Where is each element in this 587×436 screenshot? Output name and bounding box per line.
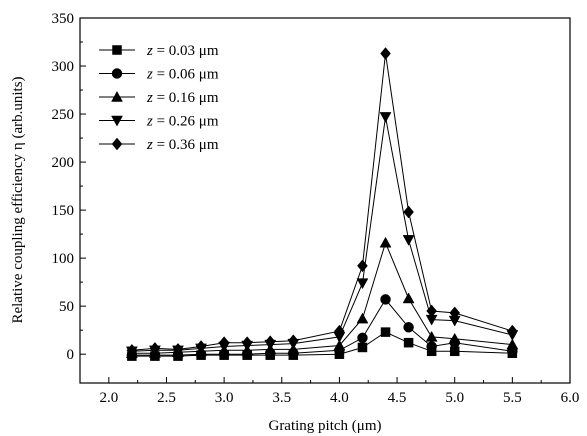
y-tick-label: 50 — [59, 299, 74, 315]
data-point-series-5 — [334, 324, 345, 338]
data-point-series-5 — [287, 334, 299, 348]
legend-marker — [112, 45, 122, 55]
data-point-series-3 — [402, 292, 415, 304]
x-tick-label: 4.0 — [330, 390, 349, 406]
data-point-series-1 — [403, 337, 414, 348]
data-point-series-1 — [357, 342, 368, 353]
series-markers — [125, 47, 519, 361]
data-point-series-5 — [149, 342, 161, 355]
legend-label: z = 0.03 μm — [146, 43, 219, 59]
legend-marker — [111, 137, 123, 151]
y-tick-label: 350 — [52, 11, 75, 27]
data-point-series-5 — [380, 47, 391, 60]
data-point-series-1 — [380, 327, 391, 337]
data-point-series-3 — [379, 236, 392, 248]
data-point-series-5 — [357, 259, 368, 273]
y-tick-label: 100 — [52, 251, 75, 267]
x-tick-label: 3.0 — [215, 390, 234, 406]
y-tick-label: 250 — [52, 107, 75, 123]
legend-marker — [111, 90, 123, 102]
data-point-series-5 — [126, 343, 138, 357]
data-point-series-3 — [448, 332, 461, 344]
data-point-series-4 — [379, 112, 392, 123]
data-point-series-3 — [333, 339, 346, 351]
y-tick-label: 200 — [52, 155, 75, 171]
x-tick-label: 2.0 — [99, 390, 118, 406]
data-point-series-3 — [356, 312, 369, 324]
data-point-series-5 — [426, 304, 437, 318]
legend-marker — [111, 68, 123, 79]
legend-label: z = 0.16 μm — [146, 90, 219, 106]
x-tick-label: 4.5 — [388, 390, 407, 406]
data-point-series-1 — [449, 346, 460, 357]
x-tick-label: 3.5 — [272, 390, 291, 406]
legend-label: z = 0.26 μm — [146, 114, 219, 130]
y-tick-label: 0 — [67, 347, 75, 363]
x-tick-label: 6.0 — [561, 390, 580, 406]
data-point-series-2 — [426, 341, 437, 352]
data-point-series-5 — [241, 336, 253, 350]
data-point-series-3 — [506, 338, 519, 350]
data-point-series-5 — [403, 205, 414, 219]
y-axis-label: Relative coupling efficiency η (arb.unit… — [10, 76, 26, 323]
data-point-series-5 — [264, 335, 276, 349]
plot-frame — [79, 17, 571, 384]
data-point-series-5 — [449, 306, 461, 320]
y-tick-label: 300 — [52, 59, 75, 75]
data-point-series-5 — [172, 342, 184, 356]
legend-marker — [111, 115, 123, 127]
data-point-series-4 — [402, 235, 415, 246]
legend-label: z = 0.36 μm — [146, 137, 219, 153]
data-point-series-2 — [357, 332, 368, 344]
x-axis-label: Grating pitch (μm) — [268, 418, 381, 434]
data-point-series-4 — [356, 278, 369, 290]
data-point-series-5 — [218, 336, 230, 350]
data-point-series-5 — [195, 340, 207, 353]
y-tick-label: 150 — [52, 203, 75, 219]
data-point-series-3 — [425, 330, 438, 342]
x-tick-label: 2.5 — [157, 390, 176, 406]
data-point-series-2 — [380, 294, 391, 305]
x-tick-label: 5.0 — [445, 390, 464, 406]
legend: z = 0.03 μm z = 0.06 μm z = 0.16 μm z = 0.2… — [99, 43, 219, 153]
data-point-series-5 — [507, 324, 518, 338]
legend-label: z = 0.06 μm — [146, 67, 219, 83]
x-tick-label: 5.5 — [503, 390, 522, 406]
axis-ticks: 2.0 2.5 3.0 3.5 4.0 4.5 5.0 5.5 6.0 0 50 100 150 200 2… — [52, 11, 580, 406]
data-point-series-2 — [403, 322, 414, 333]
